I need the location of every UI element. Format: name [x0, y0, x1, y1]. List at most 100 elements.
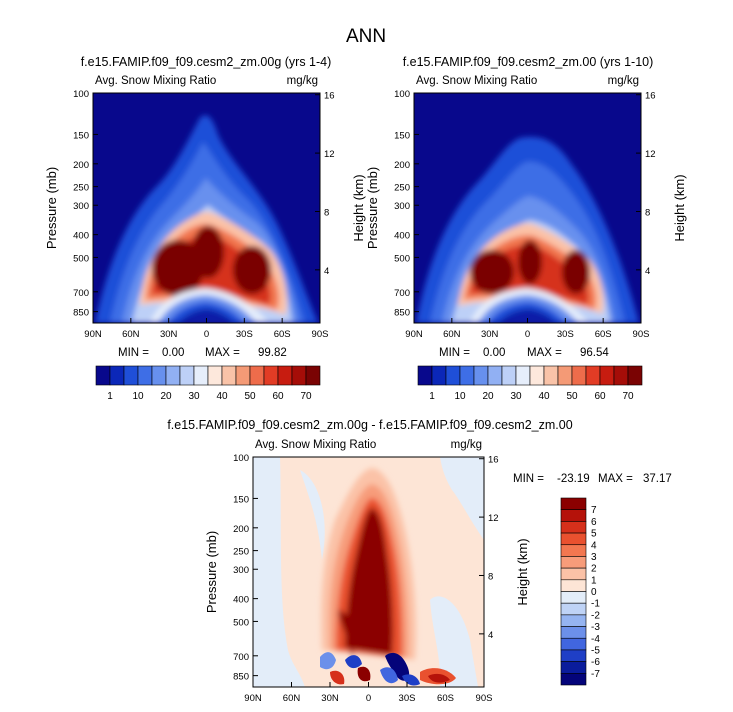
colorbar-swatch: [560, 637, 587, 651]
panel-b-field: [414, 93, 641, 323]
panel-a-x-axis: 90N 60N 30N 0 30S 60S 90S: [84, 318, 328, 340]
panel-a-min-value: 0.00: [162, 347, 184, 359]
x-tick-label: 90S: [312, 329, 329, 340]
x-tick-label: 90S: [476, 693, 493, 704]
colorbar-top-a: 1 10 20 30 40 50 60 70: [95, 365, 321, 402]
panel-c-max-value: 37.17: [643, 473, 672, 485]
panel-a-units: mg/kg: [287, 75, 318, 87]
panel-b-y2-axis: 16 12 8 4: [636, 91, 656, 277]
y2-tick-label: 8: [645, 207, 650, 218]
colorbar-swatch: [221, 365, 237, 386]
colorbar-label: 1: [591, 575, 597, 586]
panel-b-ylabel-right: Height (km): [672, 174, 687, 241]
colorbar-label: 1: [107, 391, 113, 402]
y-tick-label: 300: [73, 201, 89, 212]
panel-c-max-label: MAX =: [598, 473, 633, 485]
colorbar-label: 30: [510, 391, 522, 402]
colorbar-swatch: [459, 365, 475, 386]
panel-a-ylabel-right: Height (km): [351, 174, 366, 241]
colorbar-swatch: [487, 365, 503, 386]
panel-a-ylabel: Pressure (mb): [44, 167, 59, 249]
panel-b-ylabel: Pressure (mb): [365, 167, 380, 249]
panel-b-max-label: MAX =: [527, 347, 562, 359]
colorbar-label: 10: [132, 391, 144, 402]
y-tick-label: 850: [233, 672, 249, 683]
colorbar-swatch: [585, 365, 601, 386]
panel-b-max-value: 96.54: [580, 347, 609, 359]
panel-b-min-value: 0.00: [483, 347, 505, 359]
colorbar-label: -5: [591, 645, 600, 656]
x-tick-label: 60N: [443, 329, 461, 340]
panel-c-title: f.e15.FAMIP.f09_f09.cesm2_zm.00g - f.e15…: [167, 418, 572, 432]
panel-a-max-value: 99.82: [258, 347, 287, 359]
colorbar-swatch: [193, 365, 209, 386]
colorbar-top-b: 1 10 20 30 40 50 60 70: [417, 365, 643, 402]
y-tick-label: 250: [73, 183, 89, 194]
x-tick-label: 30N: [481, 329, 499, 340]
colorbar-swatch: [151, 365, 167, 386]
x-tick-label: 90N: [84, 329, 102, 340]
y-tick-label: 200: [394, 160, 410, 171]
colorbar-label: 2: [591, 564, 597, 575]
y-tick-label: 300: [233, 565, 249, 576]
colorbar-label: 50: [244, 391, 256, 402]
colorbar-label: 7: [591, 505, 597, 516]
x-tick-label: 0: [366, 693, 371, 704]
colorbar-label: 70: [300, 391, 312, 402]
panel-b-field-label: Avg. Snow Mixing Ratio: [416, 75, 537, 87]
panel-difference: f.e15.FAMIP.f09_f09.cesm2_zm.00g - f.e15…: [167, 418, 671, 704]
colorbar-label: 40: [216, 391, 228, 402]
colorbar-label: 30: [188, 391, 200, 402]
y2-tick-label: 12: [645, 149, 656, 160]
y-tick-label: 700: [73, 288, 89, 299]
y-tick-label: 150: [394, 130, 410, 141]
colorbar-swatch: [571, 365, 587, 386]
colorbar-swatch: [560, 591, 587, 604]
y2-tick-label: 12: [488, 513, 499, 524]
colorbar-swatch: [560, 673, 587, 686]
y2-tick-label: 4: [488, 630, 493, 641]
colorbar-swatch: [109, 365, 125, 386]
x-tick-label: 30S: [399, 693, 416, 704]
colorbar-swatch: [165, 365, 181, 386]
colorbar-swatch: [263, 365, 279, 386]
x-tick-label: 0: [525, 329, 530, 340]
y-tick-label: 400: [394, 231, 410, 242]
y-tick-label: 850: [394, 308, 410, 319]
colorbar-label: 20: [482, 391, 494, 402]
colorbar-swatch: [445, 365, 461, 386]
y-tick-label: 850: [73, 308, 89, 319]
colorbar-swatch: [560, 649, 587, 662]
y-tick-label: 700: [233, 652, 249, 663]
panel-c-y2-axis: 16 12 8 4: [479, 455, 499, 641]
panel-a-max-label: MAX =: [205, 347, 240, 359]
colorbar-swatch: [560, 497, 587, 510]
colorbar-label: 60: [594, 391, 606, 402]
panel-c-min-label: MIN =: [513, 473, 544, 485]
colorbar-swatch: [627, 365, 643, 386]
colorbar-swatch: [417, 365, 433, 386]
panel-c-ylabel: Pressure (mb): [204, 531, 219, 613]
colorbar-swatch: [277, 365, 293, 386]
panel-a-y-axis: 100 150 200 250 300 400 500 700 850: [73, 89, 98, 319]
colorbar-swatch: [431, 365, 447, 386]
x-tick-label: 60N: [283, 693, 301, 704]
colorbar-swatch: [560, 532, 587, 546]
panel-a-title: f.e15.FAMIP.f09_f09.cesm2_zm.00g (yrs 1-…: [81, 55, 332, 69]
x-tick-label: 90N: [244, 693, 262, 704]
y2-tick-label: 8: [324, 207, 329, 218]
panel-model-b: f.e15.FAMIP.f09_f09.cesm2_zm.00 (yrs 1-1…: [365, 55, 687, 359]
colorbar-label: -1: [591, 599, 600, 610]
y-tick-label: 250: [233, 547, 249, 558]
y-tick-label: 200: [233, 524, 249, 535]
colorbar-label: 6: [591, 517, 597, 528]
colorbar-label: 0: [591, 587, 597, 598]
y-tick-label: 150: [73, 130, 89, 141]
colorbar-label: 5: [591, 529, 597, 540]
colorbar-swatch: [560, 556, 587, 569]
colorbar-label: 3: [591, 552, 597, 563]
y-tick-label: 400: [73, 231, 89, 242]
y-tick-label: 200: [73, 160, 89, 171]
y-tick-label: 400: [233, 595, 249, 606]
